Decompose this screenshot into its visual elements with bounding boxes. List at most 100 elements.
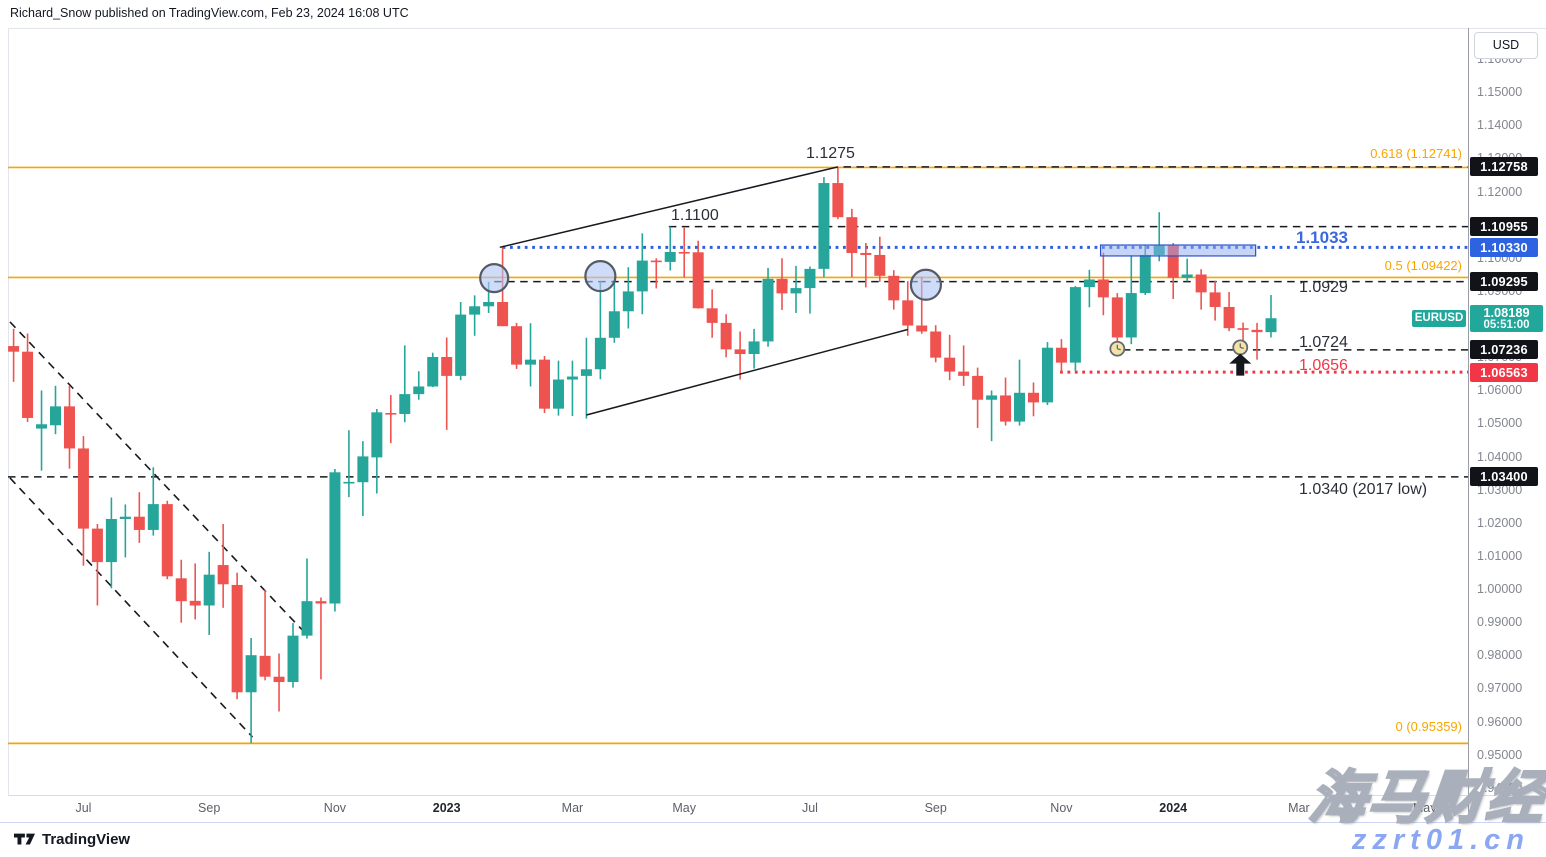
descending-channel-line[interactable]	[9, 321, 308, 636]
candle[interactable]	[105, 497, 117, 589]
candle[interactable]	[399, 345, 411, 423]
candle[interactable]	[622, 267, 634, 329]
candle[interactable]	[343, 430, 355, 498]
candle[interactable]	[832, 166, 844, 220]
candle[interactable]	[469, 295, 481, 336]
clock-icon[interactable]	[1109, 340, 1126, 357]
candle[interactable]	[1223, 292, 1235, 332]
price-annotation-text[interactable]: 1.0929	[1299, 279, 1348, 296]
candle[interactable]	[147, 467, 159, 536]
clock-icon[interactable]	[1232, 339, 1249, 356]
candle[interactable]	[1111, 293, 1123, 350]
candle[interactable]	[846, 208, 858, 278]
currency-toggle-button[interactable]: USD	[1474, 32, 1538, 59]
candle[interactable]	[664, 226, 676, 271]
candle[interactable]	[1195, 269, 1207, 310]
candle[interactable]	[427, 352, 439, 388]
candle[interactable]	[860, 243, 872, 288]
candle[interactable]	[762, 267, 774, 347]
price-annotation-text[interactable]: 0.5 (1.09422)	[1384, 258, 1462, 273]
candle[interactable]	[650, 258, 662, 289]
candle[interactable]	[1265, 295, 1277, 338]
candle[interactable]	[203, 551, 215, 635]
candle[interactable]	[580, 337, 592, 419]
candle[interactable]	[8, 328, 20, 382]
candle[interactable]	[175, 559, 187, 623]
candle[interactable]	[245, 637, 257, 744]
candle[interactable]	[552, 360, 564, 416]
circle-marker[interactable]	[479, 263, 510, 294]
highlight-box[interactable]	[1099, 244, 1257, 257]
candle[interactable]	[301, 558, 313, 639]
candle[interactable]	[678, 227, 690, 278]
candle[interactable]	[1251, 322, 1263, 360]
candle[interactable]	[287, 623, 299, 688]
candle[interactable]	[958, 345, 970, 386]
candle[interactable]	[944, 334, 956, 381]
candle[interactable]	[1069, 286, 1081, 371]
price-annotation-text[interactable]: 1.0656	[1299, 357, 1348, 374]
candle[interactable]	[50, 385, 62, 435]
circle-marker[interactable]	[909, 268, 943, 301]
candle[interactable]	[1181, 258, 1193, 282]
candle[interactable]	[636, 233, 648, 315]
candle[interactable]	[608, 282, 620, 343]
candle[interactable]	[133, 492, 145, 543]
candle[interactable]	[1083, 269, 1095, 308]
price-annotation-text[interactable]: 0.618 (1.12741)	[1370, 146, 1462, 161]
candle[interactable]	[566, 360, 578, 416]
candle[interactable]	[986, 390, 998, 442]
price-annotation-text[interactable]: 1.1100	[671, 207, 719, 224]
candle[interactable]	[902, 281, 914, 336]
candle[interactable]	[776, 258, 788, 310]
candle[interactable]	[63, 385, 75, 469]
candle[interactable]	[525, 323, 537, 387]
candle[interactable]	[692, 240, 704, 309]
price-annotation-text[interactable]: 1.0340 (2017 low)	[1299, 481, 1428, 498]
candle[interactable]	[888, 270, 900, 310]
candle[interactable]	[594, 281, 606, 380]
trendline[interactable]	[586, 328, 908, 416]
candle[interactable]	[189, 563, 201, 620]
candle[interactable]	[874, 236, 886, 282]
candle[interactable]	[511, 322, 523, 369]
price-annotation-text[interactable]: 1.1033	[1296, 228, 1348, 247]
candle[interactable]	[790, 265, 802, 313]
arrow-up-marker[interactable]	[1229, 353, 1252, 376]
candle[interactable]	[1125, 255, 1137, 345]
candle[interactable]	[1000, 377, 1012, 426]
price-annotation-text[interactable]: 0 (0.95359)	[1395, 719, 1463, 734]
candle[interactable]	[1014, 359, 1026, 426]
candle[interactable]	[720, 314, 732, 358]
candle[interactable]	[413, 371, 425, 400]
candle[interactable]	[329, 468, 341, 612]
candle[interactable]	[385, 395, 397, 444]
candle[interactable]	[217, 523, 229, 608]
candle[interactable]	[259, 589, 271, 681]
candle[interactable]	[930, 325, 942, 363]
candle[interactable]	[706, 289, 718, 338]
candle[interactable]	[22, 333, 34, 422]
candle[interactable]	[357, 441, 369, 517]
candle[interactable]	[1055, 339, 1067, 373]
candle[interactable]	[1097, 252, 1109, 316]
candle[interactable]	[371, 409, 383, 494]
candle[interactable]	[818, 177, 830, 278]
candle[interactable]	[972, 367, 984, 428]
candle[interactable]	[538, 356, 550, 413]
trendline[interactable]	[499, 166, 839, 249]
candle[interactable]	[804, 266, 816, 314]
tradingview-footer[interactable]: TradingView	[14, 831, 130, 848]
candle[interactable]	[1209, 280, 1221, 321]
candle[interactable]	[1027, 382, 1039, 417]
circle-marker[interactable]	[584, 260, 617, 293]
candle[interactable]	[119, 504, 131, 558]
candle[interactable]	[455, 301, 467, 381]
candle[interactable]	[77, 436, 89, 566]
candle[interactable]	[315, 597, 327, 680]
candle[interactable]	[91, 523, 103, 606]
candle[interactable]	[231, 572, 243, 700]
candle[interactable]	[273, 653, 285, 712]
candle[interactable]	[734, 331, 746, 380]
